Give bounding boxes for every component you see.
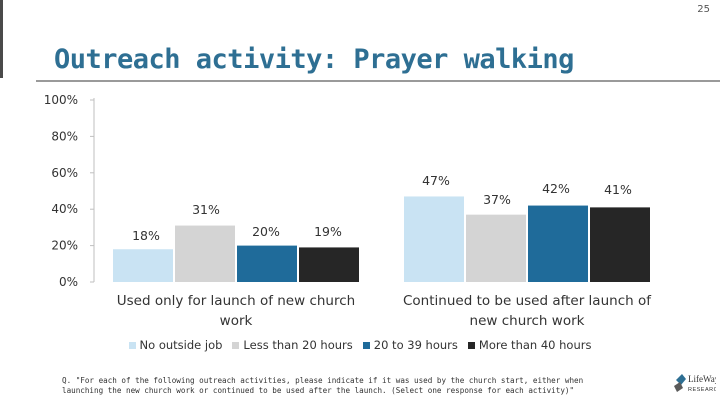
legend-item: More than 40 hours [467,338,592,352]
y-tick-label: 80% [51,129,78,143]
bar [590,207,650,282]
legend-item: No outside job [128,338,223,352]
data-label: 20% [252,224,280,239]
y-tick-label: 100% [44,93,78,107]
data-label: 19% [314,224,342,239]
legend-swatch [128,341,136,349]
bar [528,205,588,282]
legend-swatch [362,341,370,349]
survey-question-footnote: Q. "For each of the following outreach a… [62,376,584,395]
legend-label: No outside job [139,338,223,352]
y-tick-label: 0% [59,275,78,289]
logo-text-1: LifeWay [688,374,716,384]
data-label: 47% [422,173,450,188]
category-label: new church work [470,313,585,329]
bar-chart: 0% 20% 40% 60% 80% 100% 18% 47% 31% 37% 20% 42% 19% 4… [44,93,653,329]
category-label: Continued to be used after launch of [403,293,652,309]
category-label: Used only for launch of new church [117,293,355,309]
legend-item: 20 to 39 hours [362,338,458,352]
legend-swatch [467,341,475,349]
legend-label: Less than 20 hours [243,338,353,352]
legend-item: Less than 20 hours [232,338,353,352]
data-label: 37% [483,192,511,207]
legend-label: 20 to 39 hours [373,338,458,352]
y-tick-label: 20% [51,239,78,253]
y-tick-label: 60% [51,166,78,180]
left-accent-rule [0,0,3,78]
data-label: 31% [192,202,220,217]
bar [237,245,297,282]
legend-swatch [232,341,240,349]
page-title: Outreach activity: Prayer walking [54,44,574,75]
title-underline [36,80,720,82]
chart-legend: No outside job Less than 20 hours 20 to 39… [0,338,720,352]
bar [175,225,235,282]
legend-label: More than 40 hours [478,338,592,352]
data-label: 42% [542,181,570,196]
lifeway-research-logo: LifeWay RESEARCH [674,374,716,393]
bar [404,196,464,282]
bar [299,247,359,282]
y-tick-label: 40% [51,202,78,216]
lifeway-logo-icon [674,374,686,392]
category-label: work [220,313,253,329]
data-label: 18% [132,228,160,243]
bar [113,249,173,282]
data-label: 41% [604,182,632,197]
bar [466,214,526,282]
page-number: 25 [697,4,710,15]
logo-text-2: RESEARCH [688,387,716,393]
